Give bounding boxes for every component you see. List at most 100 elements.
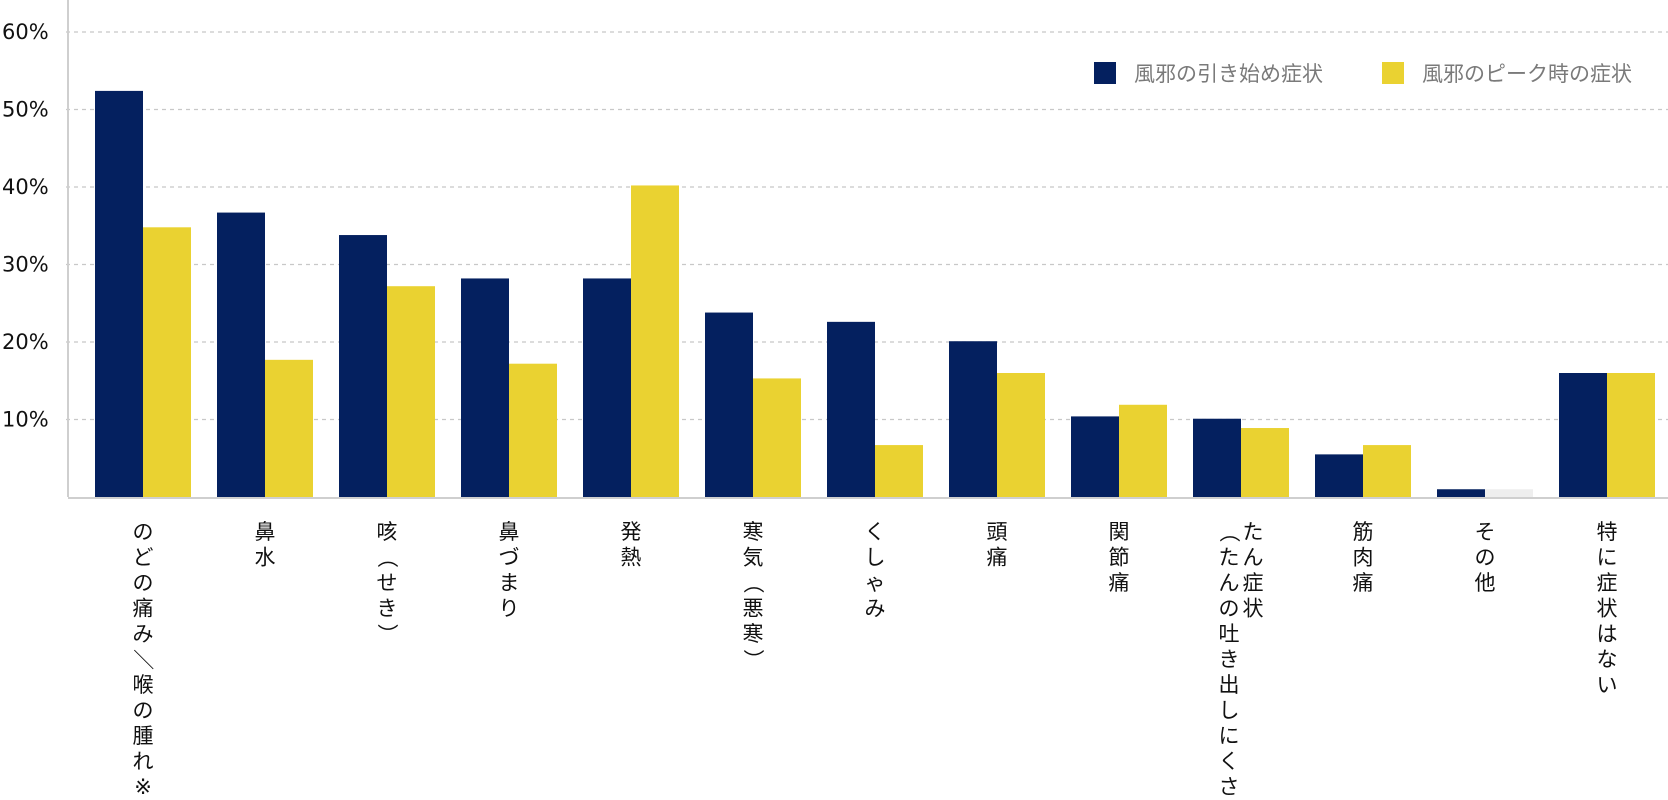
bar-onset-9: [1193, 418, 1241, 497]
x-tick-char: 痛: [1353, 571, 1374, 595]
bar-onset-4: [583, 278, 631, 497]
bar-peak-10: [1363, 445, 1411, 497]
legend-label-1: 風邪のピーク時の症状: [1422, 62, 1632, 86]
x-tick-char: の: [133, 571, 154, 595]
x-tick-label: 咳 （ せき ）: [375, 520, 399, 645]
x-tick-char: 発: [621, 520, 642, 544]
bar-onset-7: [949, 341, 997, 497]
bar-onset-2: [339, 235, 387, 498]
x-tick-char: 筋: [1353, 520, 1374, 544]
bar-peak-11: [1485, 489, 1533, 497]
bar-onset-1: [217, 212, 265, 497]
x-tick-char: は: [1597, 622, 1618, 646]
bars: [95, 90, 1655, 498]
x-tick-char: い: [1597, 673, 1618, 697]
x-tick-char: 状: [1243, 597, 1264, 621]
x-tick-char: ）: [375, 624, 399, 645]
y-tick-label: 50%: [2, 98, 49, 122]
x-tick-char: （: [741, 573, 765, 594]
x-axis-labels: のどの痛み／喉の腫れ※鼻水咳（せき）鼻づまり発熱寒気（悪寒）くしゃみ頭痛関節痛た…: [131, 520, 1618, 799]
x-tick-char: 熱: [621, 546, 642, 570]
y-tick-label: 40%: [2, 175, 49, 199]
x-tick-char: く: [1219, 750, 1240, 774]
bar-onset-11: [1437, 489, 1485, 497]
bar-peak-8: [1119, 404, 1167, 497]
legend-swatch-0: [1094, 62, 1116, 84]
x-tick-char: き: [1219, 648, 1240, 672]
x-tick-char: ん: [1243, 546, 1264, 570]
x-tick-char: ゃ: [865, 571, 886, 595]
x-tick-char: た: [1219, 546, 1240, 570]
axes: [67, 0, 1668, 499]
x-tick-char: の: [1475, 546, 1496, 570]
x-tick-char: （: [375, 547, 399, 568]
x-tick-label: 頭痛: [987, 520, 1008, 570]
x-tick-char: に: [1219, 724, 1240, 748]
y-tick-label: 30%: [2, 253, 49, 277]
x-tick-char: 吐: [1219, 622, 1240, 646]
bar-onset-6: [827, 321, 875, 497]
x-tick-label: 寒気（悪寒）: [741, 520, 765, 670]
bar-peak-3: [509, 363, 557, 497]
x-tick-char: 寒: [743, 520, 764, 544]
x-tick-char: 痛: [133, 597, 154, 621]
x-tick-char: み: [133, 622, 154, 646]
x-tick-char: の: [133, 520, 154, 544]
x-tick-char: さ: [1219, 775, 1240, 799]
x-tick-char: き: [377, 597, 398, 621]
x-tick-char: ど: [133, 546, 154, 570]
x-tick-char: 気: [743, 546, 764, 570]
bar-onset-3: [461, 278, 509, 497]
x-tick-char: し: [1219, 699, 1240, 723]
x-tick-char: た: [1243, 520, 1264, 544]
x-tick-char: に: [1597, 546, 1618, 570]
x-tick-char: 痛: [987, 546, 1008, 570]
x-tick-char: ん: [1219, 571, 1240, 595]
bar-peak-4: [631, 185, 679, 497]
x-tick-char: の: [133, 699, 154, 723]
bar-peak-5: [753, 378, 801, 497]
x-tick-char: ま: [499, 571, 520, 595]
x-tick-label: 関節痛: [1109, 520, 1130, 595]
x-tick-char: 状: [1597, 597, 1618, 621]
bar-peak-1: [265, 359, 313, 497]
bar-onset-8: [1071, 416, 1119, 497]
x-tick-char: 関: [1109, 520, 1130, 544]
x-tick-char: 特: [1597, 520, 1618, 544]
x-tick-char: み: [865, 597, 886, 621]
bar-onset-12: [1559, 373, 1607, 497]
x-tick-char: ／: [131, 649, 155, 670]
y-axis-ticks: 10% 20% 30% 40% 50% 60%: [2, 20, 49, 432]
x-tick-char: 水: [255, 546, 276, 570]
x-tick-char: 出: [1219, 673, 1240, 697]
x-tick-char: （: [1217, 522, 1241, 543]
legend: 風邪の引き始め症状 風邪のピーク時の症状: [1094, 62, 1632, 86]
x-tick-char: の: [1219, 597, 1240, 621]
x-tick-label: 発熱: [621, 520, 642, 570]
y-tick-label: 20%: [2, 330, 49, 354]
x-tick-char: 症: [1243, 571, 1264, 595]
x-tick-char: な: [1597, 648, 1618, 672]
bar-peak-12: [1607, 373, 1655, 497]
x-tick-char: 他: [1475, 571, 1496, 595]
x-tick-char: れ: [133, 750, 154, 774]
x-tick-char: 肉: [1353, 546, 1374, 570]
legend-swatch-1: [1382, 62, 1404, 84]
x-tick-char: し: [865, 546, 886, 570]
y-tick-label: 10%: [2, 408, 49, 432]
bar-peak-9: [1241, 428, 1289, 497]
x-tick-label: 筋肉痛: [1353, 520, 1374, 595]
x-tick-char: 寒: [743, 622, 764, 646]
x-tick-char: 鼻: [499, 520, 520, 544]
x-tick-char: り: [499, 597, 520, 621]
x-tick-char: せ: [377, 571, 398, 595]
x-tick-char: 腫: [133, 724, 154, 748]
x-tick-char: ）: [741, 649, 765, 670]
x-tick-label: 鼻水: [255, 520, 276, 570]
x-tick-char: 節: [1109, 546, 1130, 570]
